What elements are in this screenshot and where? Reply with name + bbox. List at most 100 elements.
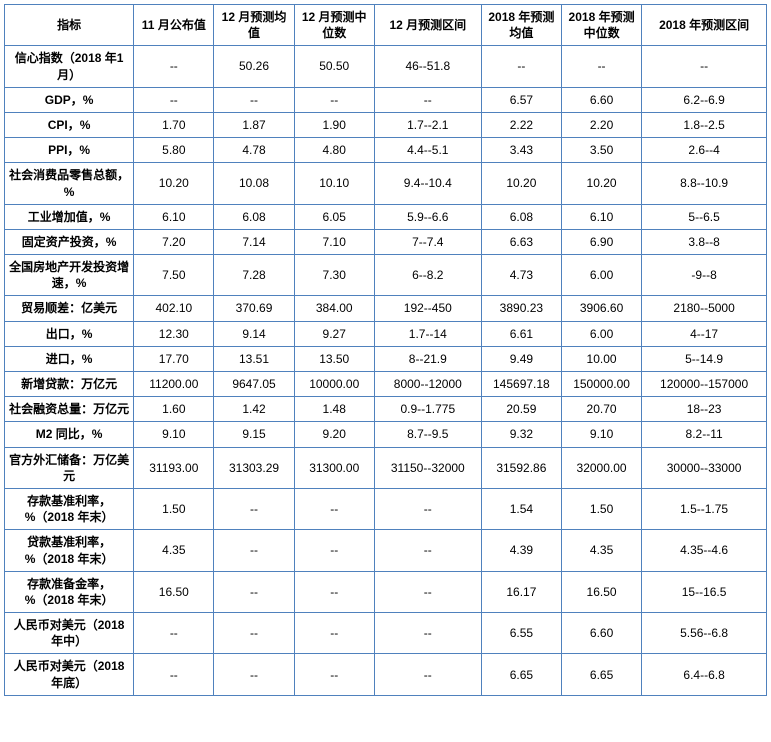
cell: 16.50 — [134, 571, 214, 612]
row-label: 贷款基准利率，%（2018 年末） — [5, 530, 134, 571]
cell: -- — [642, 46, 767, 87]
cell: -- — [374, 488, 481, 529]
row-label: M2 同比，% — [5, 422, 134, 447]
cell: 10.08 — [214, 163, 294, 204]
cell: 1.50 — [561, 488, 641, 529]
cell: 4.39 — [481, 530, 561, 571]
row-label: 社会消费品零售总额，% — [5, 163, 134, 204]
cell: 10000.00 — [294, 372, 374, 397]
cell: -- — [481, 46, 561, 87]
col-header-dec-mean: 12 月预测均值 — [214, 5, 294, 46]
row-label: 出口，% — [5, 321, 134, 346]
cell: 1.87 — [214, 112, 294, 137]
cell: 9.14 — [214, 321, 294, 346]
cell: -- — [294, 571, 374, 612]
row-label: 固定资产投资，% — [5, 229, 134, 254]
cell: 7.10 — [294, 229, 374, 254]
cell: -- — [214, 571, 294, 612]
cell: -- — [294, 613, 374, 654]
cell: 50.26 — [214, 46, 294, 87]
cell: -- — [214, 488, 294, 529]
cell: 3890.23 — [481, 296, 561, 321]
cell: 1.7--2.1 — [374, 112, 481, 137]
table-row: 固定资产投资，%7.207.147.107--7.46.636.903.8--8 — [5, 229, 767, 254]
col-header-2018-median: 2018 年预测中位数 — [561, 5, 641, 46]
cell: 6.08 — [214, 204, 294, 229]
cell: 31303.29 — [214, 447, 294, 488]
table-row: 出口，%12.309.149.271.7--146.616.004--17 — [5, 321, 767, 346]
table-row: 人民币对美元（2018 年中）--------6.556.605.56--6.8 — [5, 613, 767, 654]
cell: 13.51 — [214, 346, 294, 371]
row-label: 社会融资总量：万亿元 — [5, 397, 134, 422]
cell: 1.7--14 — [374, 321, 481, 346]
cell: 6.65 — [561, 654, 641, 695]
cell: 5--6.5 — [642, 204, 767, 229]
cell: 6.63 — [481, 229, 561, 254]
row-label: 人民币对美元（2018 年中） — [5, 613, 134, 654]
table-row: 贷款基准利率，%（2018 年末）4.35------4.394.354.35-… — [5, 530, 767, 571]
cell: 10.20 — [561, 163, 641, 204]
cell: 31150--32000 — [374, 447, 481, 488]
cell: 31592.86 — [481, 447, 561, 488]
cell: 10.20 — [481, 163, 561, 204]
cell: -- — [214, 530, 294, 571]
table-row: 信心指数（2018 年1 月）--50.2650.5046--51.8-----… — [5, 46, 767, 87]
cell: 7--7.4 — [374, 229, 481, 254]
cell: 16.17 — [481, 571, 561, 612]
row-label: 工业增加值，% — [5, 204, 134, 229]
col-header-indicator: 指标 — [5, 5, 134, 46]
cell: 9647.05 — [214, 372, 294, 397]
row-label: 存款准备金率，%（2018 年末） — [5, 571, 134, 612]
cell: 6.60 — [561, 613, 641, 654]
cell: 31193.00 — [134, 447, 214, 488]
cell: 5.9--6.6 — [374, 204, 481, 229]
cell: 9.15 — [214, 422, 294, 447]
cell: 50.50 — [294, 46, 374, 87]
cell: -- — [561, 46, 641, 87]
cell: 8.2--11 — [642, 422, 767, 447]
row-label: 人民币对美元（2018 年底） — [5, 654, 134, 695]
cell: 4.73 — [481, 255, 561, 296]
cell: -- — [294, 654, 374, 695]
cell: 192--450 — [374, 296, 481, 321]
row-label: 全国房地产开发投资增速，% — [5, 255, 134, 296]
cell: 2180--5000 — [642, 296, 767, 321]
cell: 6--8.2 — [374, 255, 481, 296]
cell: 2.22 — [481, 112, 561, 137]
col-header-nov: 11 月公布值 — [134, 5, 214, 46]
table-row: 全国房地产开发投资增速，%7.507.287.306--8.24.736.00-… — [5, 255, 767, 296]
cell: -- — [134, 613, 214, 654]
cell: 4.35--4.6 — [642, 530, 767, 571]
cell: -- — [374, 571, 481, 612]
cell: -- — [374, 654, 481, 695]
col-header-dec-range: 12 月预测区间 — [374, 5, 481, 46]
table-row: 存款准备金率，%（2018 年末）16.50------16.1716.5015… — [5, 571, 767, 612]
cell: 370.69 — [214, 296, 294, 321]
cell: 9.20 — [294, 422, 374, 447]
cell: 20.70 — [561, 397, 641, 422]
row-label: 信心指数（2018 年1 月） — [5, 46, 134, 87]
table-row: M2 同比，%9.109.159.208.7--9.59.329.108.2--… — [5, 422, 767, 447]
cell: 7.14 — [214, 229, 294, 254]
cell: 13.50 — [294, 346, 374, 371]
cell: 6.55 — [481, 613, 561, 654]
cell: 6.90 — [561, 229, 641, 254]
cell: 8000--12000 — [374, 372, 481, 397]
cell: 20.59 — [481, 397, 561, 422]
forecast-table: 指标 11 月公布值 12 月预测均值 12 月预测中位数 12 月预测区间 2… — [4, 4, 767, 696]
cell: 5.80 — [134, 138, 214, 163]
cell: -- — [374, 87, 481, 112]
table-row: 社会消费品零售总额，%10.2010.0810.109.4--10.410.20… — [5, 163, 767, 204]
cell: 4.80 — [294, 138, 374, 163]
cell: 11200.00 — [134, 372, 214, 397]
cell: 8.7--9.5 — [374, 422, 481, 447]
cell: 9.10 — [561, 422, 641, 447]
col-header-2018-mean: 2018 年预测均值 — [481, 5, 561, 46]
cell: 150000.00 — [561, 372, 641, 397]
table-row: 官方外汇储备：万亿美元31193.0031303.2931300.0031150… — [5, 447, 767, 488]
cell: -- — [134, 654, 214, 695]
cell: 7.30 — [294, 255, 374, 296]
cell: 4.78 — [214, 138, 294, 163]
cell: 6.08 — [481, 204, 561, 229]
table-row: 社会融资总量：万亿元1.601.421.480.9--1.77520.5920.… — [5, 397, 767, 422]
